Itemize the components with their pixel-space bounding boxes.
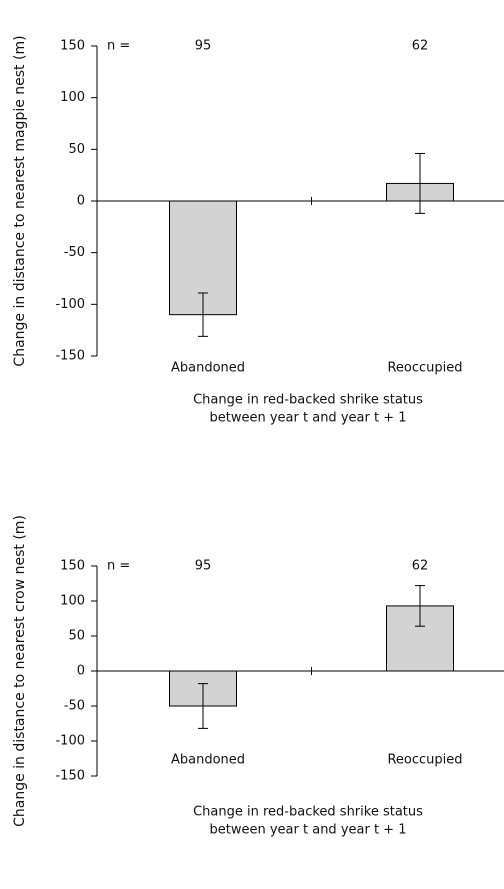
y-tick-label: 50 — [68, 629, 85, 644]
y-tick-label: -50 — [64, 245, 85, 260]
y-tick-label: -150 — [55, 349, 85, 364]
y-tick-label: 150 — [60, 559, 85, 574]
y-tick-label: -100 — [55, 734, 85, 749]
y-axis-title: Change in distance to nearest crow nest … — [12, 515, 28, 827]
n-value: 62 — [412, 559, 429, 574]
y-tick-label: -100 — [55, 297, 85, 312]
n-value: 95 — [195, 559, 212, 574]
x-axis-title: between year t and year t + 1 — [210, 411, 407, 426]
y-tick-label: 150 — [60, 39, 85, 54]
n-label: n = — [107, 39, 130, 54]
x-tick-label: Reoccupied — [387, 361, 462, 376]
x-axis-title: Change in red-backed shrike status — [193, 393, 423, 408]
x-tick-label: Abandoned — [171, 753, 245, 768]
y-tick-label: 50 — [68, 142, 85, 157]
y-tick-label: -150 — [55, 769, 85, 784]
x-tick-label: Reoccupied — [387, 753, 462, 768]
n-value: 62 — [412, 39, 429, 54]
n-label: n = — [107, 559, 130, 574]
y-tick-label: 100 — [60, 90, 85, 105]
x-axis-title: Change in red-backed shrike status — [193, 805, 423, 820]
y-tick-label: -50 — [64, 699, 85, 714]
y-tick-label: 0 — [77, 194, 85, 209]
y-tick-label: 0 — [77, 664, 85, 679]
y-axis-title: Change in distance to nearest magpie nes… — [12, 35, 28, 366]
x-tick-label: Abandoned — [171, 361, 245, 376]
x-axis-title: between year t and year t + 1 — [210, 823, 407, 838]
n-value: 95 — [195, 39, 212, 54]
y-tick-label: 100 — [60, 594, 85, 609]
